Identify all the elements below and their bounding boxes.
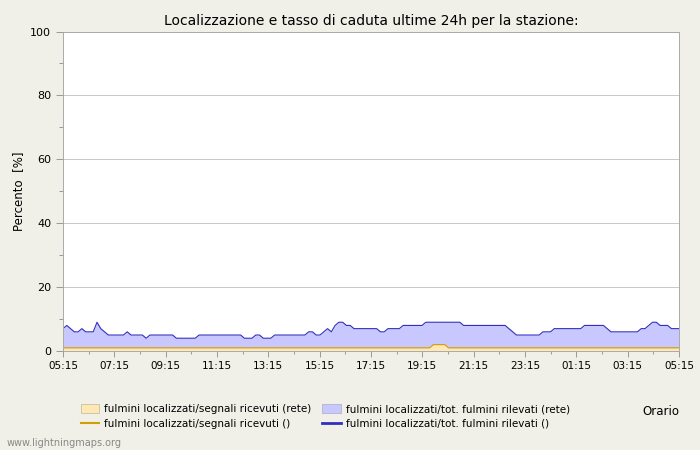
Text: Orario: Orario bbox=[642, 405, 679, 418]
Title: Localizzazione e tasso di caduta ultime 24h per la stazione:: Localizzazione e tasso di caduta ultime … bbox=[164, 14, 578, 27]
Legend: fulmini localizzati/segnali ricevuti (rete), fulmini localizzati/segnali ricevut: fulmini localizzati/segnali ricevuti (re… bbox=[80, 404, 570, 429]
Y-axis label: Percento  [%]: Percento [%] bbox=[12, 152, 24, 231]
Text: www.lightningmaps.org: www.lightningmaps.org bbox=[7, 438, 122, 448]
